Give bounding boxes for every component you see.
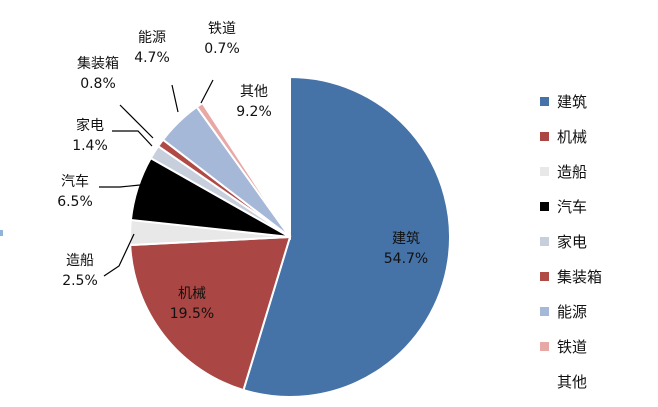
legend-label: 集装箱: [557, 268, 603, 286]
legend-swatch: [540, 307, 549, 316]
legend-swatch: [540, 167, 549, 176]
legend-swatch: [540, 272, 549, 281]
legend-swatch: [540, 377, 549, 386]
data-label-2: 造船 2.5%: [62, 253, 98, 289]
legend-label: 造船: [557, 163, 588, 181]
legend: 建筑机械造船汽车家电集装箱能源铁道其他: [540, 84, 650, 399]
data-label-3: 汽车 6.5%: [57, 173, 93, 210]
data-label-7: 铁道 0.7%: [204, 21, 240, 57]
legend-item-5: 集装箱: [540, 259, 650, 294]
edge-marker: [0, 230, 3, 236]
data-label-8: 其他 9.2%: [236, 84, 272, 120]
leader-line-7: [200, 79, 214, 104]
legend-item-7: 铁道: [540, 329, 650, 364]
leader-line-6: [171, 84, 179, 113]
legend-label: 建筑: [557, 93, 588, 111]
legend-label: 其他: [557, 373, 588, 391]
legend-label: 能源: [557, 303, 588, 321]
legend-swatch: [540, 342, 549, 351]
legend-item-0: 建筑: [540, 84, 650, 119]
legend-swatch: [540, 132, 549, 141]
legend-label: 家电: [557, 233, 588, 251]
leader-line-5: [119, 104, 154, 139]
legend-item-1: 机械: [540, 119, 650, 154]
leader-line-2: [103, 233, 135, 277]
legend-swatch: [540, 237, 549, 246]
legend-item-2: 造船: [540, 154, 650, 189]
leader-line-3: [99, 184, 141, 188]
data-label-1: 机械 19.5%: [170, 286, 214, 322]
legend-item-4: 家电: [540, 224, 650, 259]
legend-item-8: 其他: [540, 364, 650, 399]
pie-slice-0: [242, 75, 451, 398]
legend-item-6: 能源: [540, 294, 650, 329]
legend-label: 铁道: [557, 338, 588, 356]
legend-item-3: 汽车: [540, 189, 650, 224]
data-label-4: 家电 1.4%: [72, 117, 108, 154]
leader-line-4: [112, 130, 153, 147]
pie-slice-1: [129, 235, 292, 392]
legend-swatch: [540, 202, 549, 211]
legend-label: 机械: [557, 128, 588, 146]
data-label-5: 集装箱 0.8%: [77, 55, 119, 92]
data-label-6: 能源 4.7%: [134, 30, 170, 66]
legend-swatch: [540, 97, 549, 106]
pie-slice-8: [201, 75, 291, 241]
data-label-0: 建筑 54.7%: [384, 231, 428, 267]
legend-label: 汽车: [557, 198, 588, 216]
